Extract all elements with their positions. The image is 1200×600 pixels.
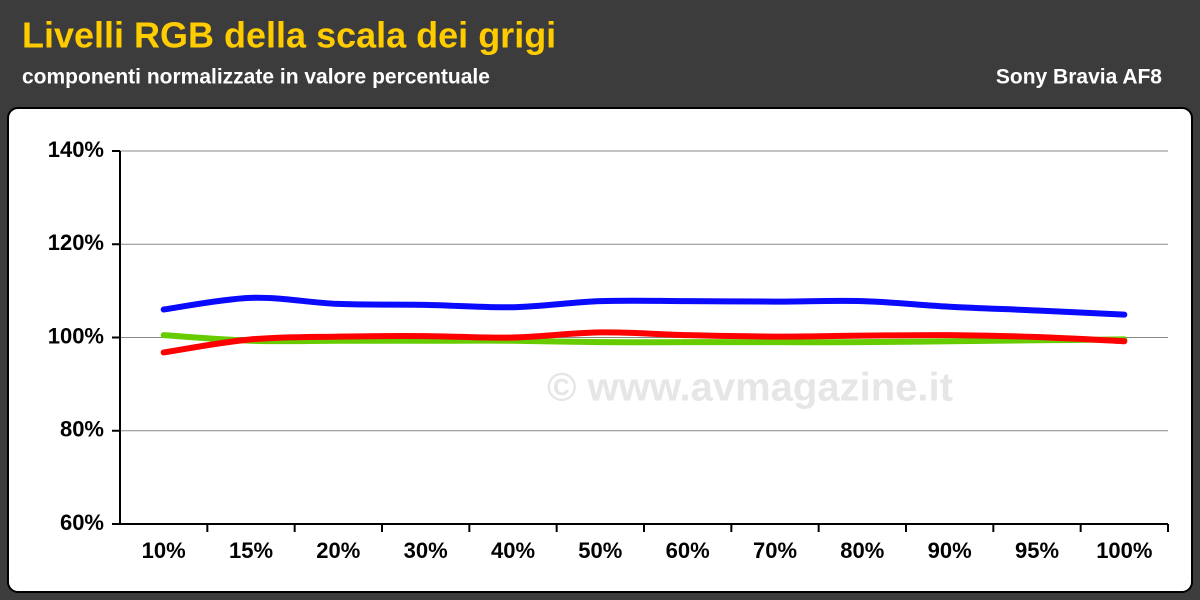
x-tick-label: 20% (316, 538, 360, 563)
device-label: Sony Bravia AF8 (996, 66, 1162, 89)
y-tick-label: 120% (48, 230, 104, 255)
x-tick-label: 100% (1096, 538, 1152, 563)
x-tick-label: 90% (928, 538, 972, 563)
series-line (160, 329, 1128, 356)
y-tick-label: 80% (60, 417, 104, 442)
watermark: © www.avmagazine.it (547, 366, 953, 410)
plot-panel (7, 107, 1193, 593)
chart-title: Livelli RGB della scala dei grigi (22, 15, 556, 56)
x-tick-label: 30% (404, 538, 448, 563)
x-tick-label: 80% (840, 538, 884, 563)
series-line (160, 294, 1128, 318)
x-tick-label: 95% (1015, 538, 1059, 563)
x-tick-label: 40% (491, 538, 535, 563)
x-tick-label: 60% (666, 538, 710, 563)
x-tick-label: 15% (229, 538, 273, 563)
x-tick-label: 70% (753, 538, 797, 563)
chart-subtitle: componenti normalizzate in valore percen… (22, 66, 490, 89)
y-tick-label: 100% (48, 323, 104, 348)
x-tick-label: 10% (142, 538, 186, 563)
series-line (160, 332, 1128, 346)
y-tick-label: 60% (60, 510, 104, 535)
x-tick-label: 50% (578, 538, 622, 563)
y-tick-label: 140% (48, 137, 104, 162)
